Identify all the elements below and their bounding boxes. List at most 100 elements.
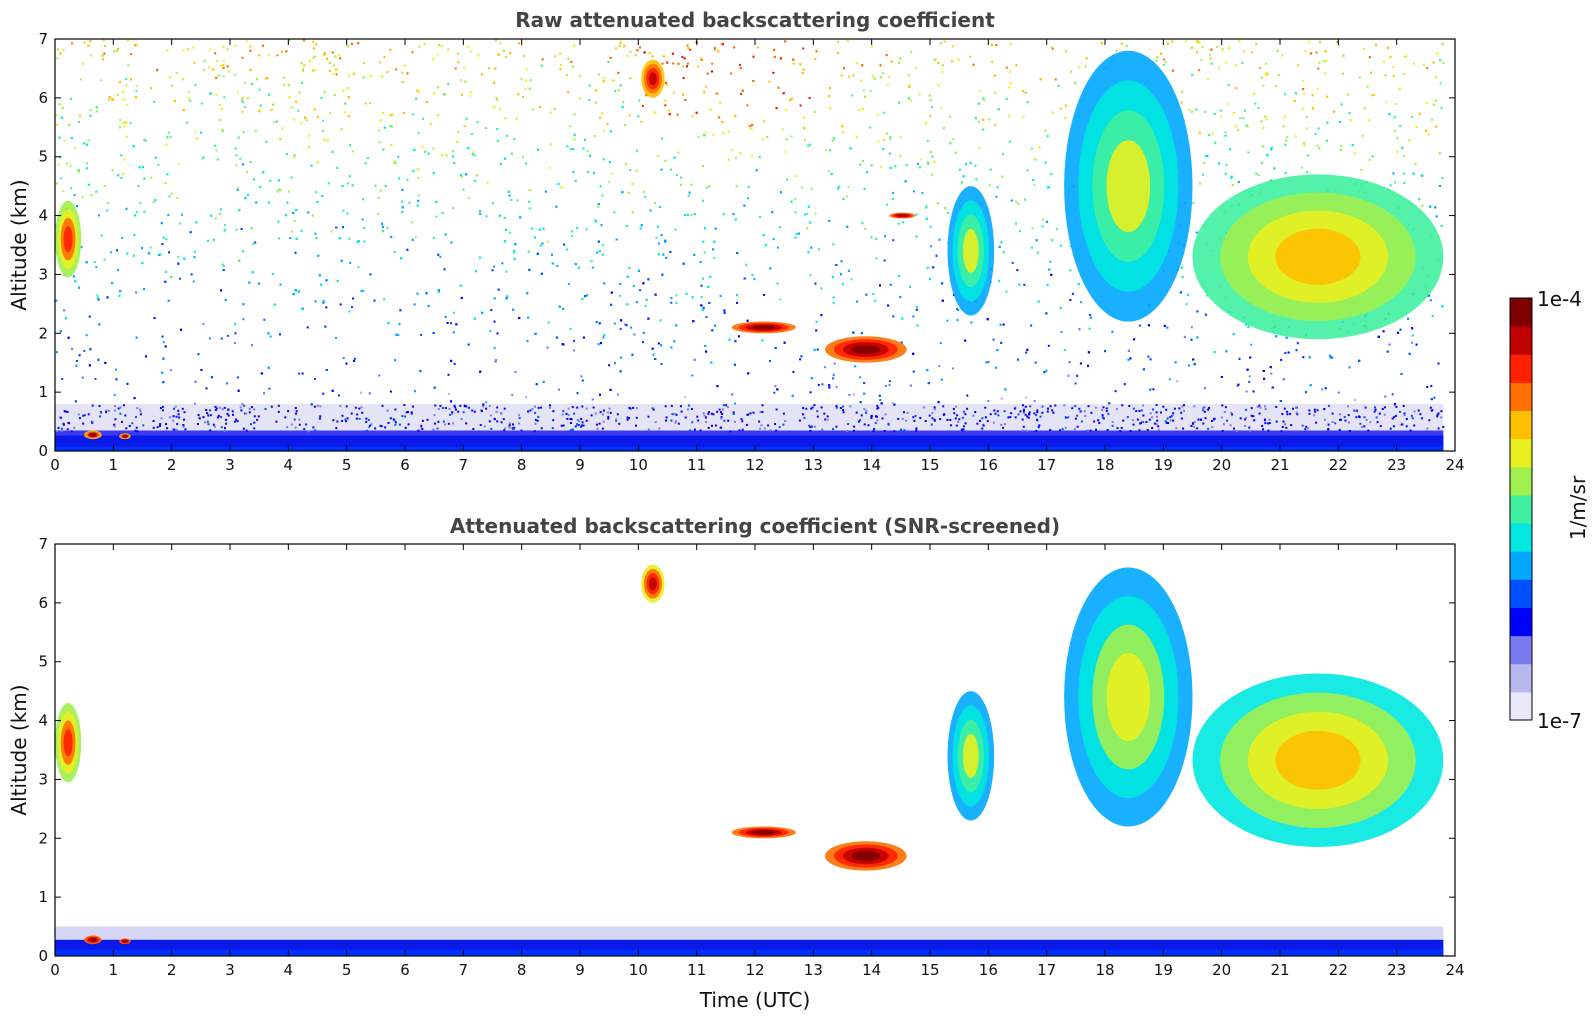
screened-feature-fall-streak-15-5h [947, 691, 995, 821]
colorbar-unit-label: 1/m/sr [1566, 475, 1590, 540]
raw-x-tick-label: 14 [862, 456, 881, 474]
colorbar-swatch [1510, 438, 1532, 468]
raw-backscatter-panel: Raw attenuated backscattering coefficien… [7, 8, 1465, 474]
raw-x-tick-label: 18 [1095, 456, 1114, 474]
screened-x-tick-label: 9 [575, 961, 585, 979]
screened-plot-frame [54, 543, 1456, 957]
screened-x-tick-label: 23 [1387, 961, 1406, 979]
raw-x-tick-label: 19 [1154, 456, 1173, 474]
raw-x-tick-label: 10 [629, 456, 648, 474]
screened-x-tick-label: 18 [1095, 961, 1114, 979]
raw-feature-fall-streak-18h [1064, 50, 1193, 322]
raw-axis-ticks: 0 1 2 3 4 5 6 7 8 9 10 11 12 13 14 15 16 17 18 19 20 21 22 23 24… [38, 30, 1464, 474]
raw-feature-boundary-layer-transition [55, 403, 1445, 433]
raw-plot-frame [54, 38, 1456, 452]
colorbar-swatch [1510, 607, 1532, 637]
screened-feature-cloud-12h [731, 826, 796, 839]
screened-y-tick-label: 6 [38, 594, 48, 612]
raw-feature-surface-layer [55, 430, 1444, 451]
raw-y-tick-label: 7 [38, 30, 48, 48]
raw-x-tick-label: 22 [1329, 456, 1348, 474]
screened-feature-cloud-14h [825, 841, 907, 871]
screened-y-axis-label: Altitude (km) [7, 684, 31, 815]
screened-y-tick-label: 2 [38, 829, 48, 847]
screened-x-tick-label: 1 [109, 961, 119, 979]
screened-feature-cirrus-late [1192, 673, 1444, 848]
screened-y-tick-label: 5 [38, 653, 48, 671]
colorbar-swatch [1510, 298, 1532, 327]
raw-x-tick-label: 2 [167, 456, 177, 474]
x-axis-label: Time (UTC) [699, 988, 811, 1012]
raw-x-tick-label: 6 [400, 456, 410, 474]
raw-x-tick-label: 0 [50, 456, 60, 474]
raw-x-tick-label: 12 [745, 456, 764, 474]
screened-axis-ticks: 0 1 2 3 4 5 6 7 8 9 10 11 12 13 14 15 16 17 18 19 20 21 22 23 24… [38, 535, 1464, 979]
raw-x-tick-label: 20 [1212, 456, 1231, 474]
screened-x-tick-label: 17 [1037, 961, 1056, 979]
raw-y-tick-label: 5 [38, 148, 48, 166]
colorbar-swatch [1510, 326, 1532, 355]
raw-x-tick-label: 1 [109, 456, 119, 474]
screened-x-tick-label: 6 [400, 961, 410, 979]
screened-x-tick-label: 19 [1154, 961, 1173, 979]
screened-panel-title: Attenuated backscattering coefficient (S… [450, 514, 1060, 538]
screened-x-tick-label: 20 [1212, 961, 1231, 979]
screened-y-tick-label: 7 [38, 535, 48, 553]
raw-x-tick-label: 21 [1270, 456, 1289, 474]
raw-x-tick-label: 3 [225, 456, 235, 474]
screened-x-tick-label: 14 [862, 961, 881, 979]
colorbar-swatch [1510, 494, 1532, 524]
screened-heatmap-area [55, 544, 1455, 956]
raw-x-tick-label: 13 [804, 456, 823, 474]
raw-feature-low-cloud-0-6h [84, 430, 102, 440]
colorbar-max-label: 1e-4 [1537, 287, 1582, 311]
raw-y-axis-label: Altitude (km) [7, 179, 31, 310]
raw-feature-cloud-14-5h [889, 212, 916, 219]
colorbar-swatch [1510, 663, 1532, 693]
raw-x-tick-label: 4 [284, 456, 294, 474]
raw-panel-title: Raw attenuated backscattering coefficien… [515, 8, 995, 32]
screened-x-tick-label: 12 [745, 961, 764, 979]
colorbar-swatches [1510, 298, 1532, 721]
colorbar-min-label: 1e-7 [1537, 709, 1582, 733]
raw-x-tick-label: 15 [920, 456, 939, 474]
raw-y-tick-label: 2 [38, 324, 48, 342]
raw-feature-low-cloud-1-2h [119, 433, 131, 440]
raw-x-tick-label: 11 [687, 456, 706, 474]
screened-y-tick-label: 3 [38, 770, 48, 788]
raw-heatmap-area [55, 39, 1455, 451]
screened-x-tick-label: 2 [167, 961, 177, 979]
raw-x-tick-label: 7 [459, 456, 469, 474]
screened-x-tick-label: 3 [225, 961, 235, 979]
raw-feature-cirrus-late [1192, 174, 1444, 340]
screened-x-tick-label: 22 [1329, 961, 1348, 979]
screened-feature-cloud-10-3h [641, 564, 665, 603]
raw-feature-cloud-12h [731, 321, 796, 334]
screened-feature-low-cloud-1-2h [119, 938, 131, 945]
raw-x-tick-label: 17 [1037, 456, 1056, 474]
raw-x-tick-label: 16 [979, 456, 998, 474]
colorbar-swatch [1510, 466, 1532, 496]
raw-x-tick-label: 5 [342, 456, 352, 474]
screened-backscatter-panel: Attenuated backscattering coefficient (S… [7, 514, 1465, 1012]
raw-feature-fall-streak-15-5h [947, 186, 995, 316]
colorbar-swatch [1510, 410, 1532, 440]
raw-y-tick-label: 4 [38, 207, 48, 225]
raw-feature-cloud-early [55, 200, 82, 278]
colorbar-frame [1509, 297, 1533, 721]
raw-x-tick-label: 9 [575, 456, 585, 474]
colorbar-swatch [1510, 382, 1532, 412]
raw-x-tick-label: 8 [517, 456, 527, 474]
screened-feature-surface-layer [55, 926, 1444, 956]
colorbar-swatch [1510, 579, 1532, 608]
screened-x-tick-label: 15 [920, 961, 939, 979]
raw-y-tick-label: 0 [38, 442, 48, 460]
screened-x-tick-label: 4 [284, 961, 294, 979]
raw-feature-cloud-14h [825, 336, 907, 363]
screened-x-tick-label: 0 [50, 961, 60, 979]
screened-x-tick-label: 13 [804, 961, 823, 979]
screened-feature-cloud-early [55, 702, 82, 783]
screened-x-tick-label: 7 [459, 961, 469, 979]
screened-y-tick-label: 4 [38, 712, 48, 730]
